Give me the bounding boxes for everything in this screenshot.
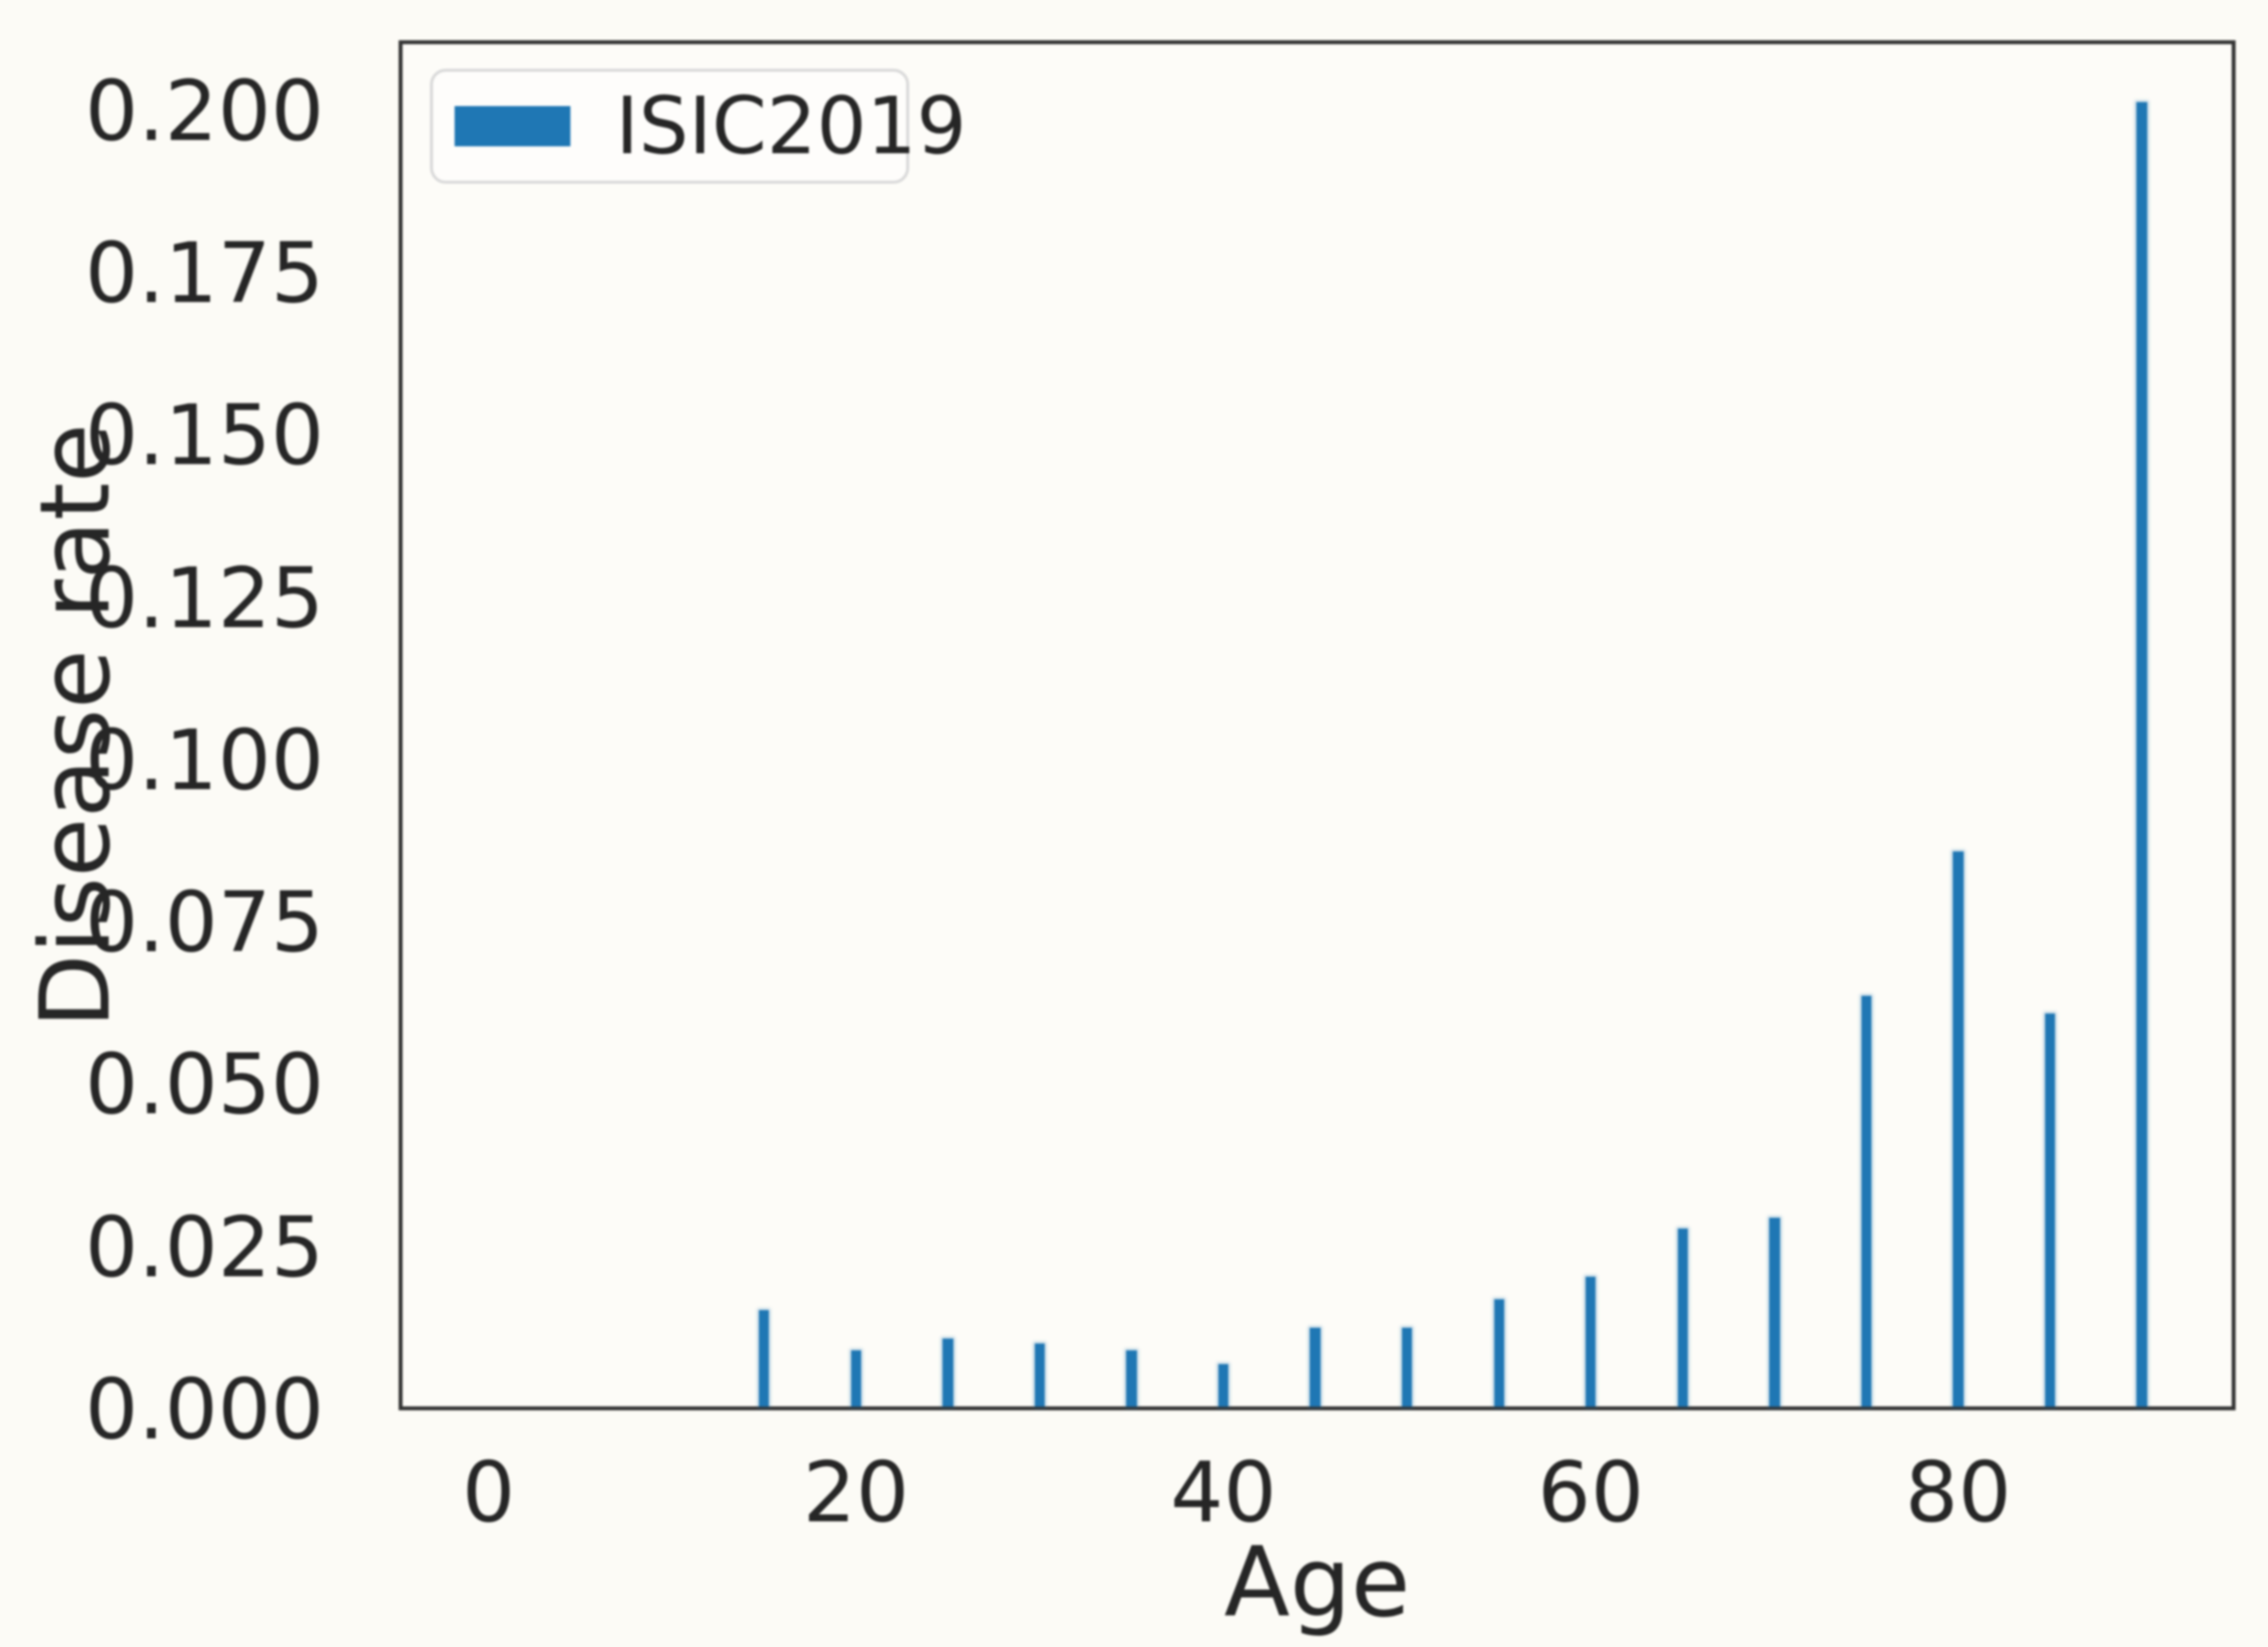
bar-age-45 xyxy=(1310,1328,1321,1406)
y-tick-label-0.150: 0.150 xyxy=(84,387,324,485)
y-axis-title: Disease rate xyxy=(20,423,133,1028)
y-tick-label-0.000: 0.000 xyxy=(84,1361,324,1459)
bar-age-30 xyxy=(1034,1343,1046,1406)
bar-age-90 xyxy=(2136,102,2147,1406)
y-tick-label-0.025: 0.025 xyxy=(84,1199,324,1297)
y-tick-label-0.075: 0.075 xyxy=(84,874,324,972)
y-tick-label-0.050: 0.050 xyxy=(84,1036,324,1134)
bar-age-70 xyxy=(1769,1218,1780,1406)
y-tick-label-0.100: 0.100 xyxy=(84,712,324,810)
bar-age-80 xyxy=(1953,851,1964,1406)
y-tick-label-0.125: 0.125 xyxy=(84,550,324,648)
y-tick-label-0.200: 0.200 xyxy=(84,63,324,161)
x-tick-label-60: 60 xyxy=(1538,1445,1645,1542)
bar-age-65 xyxy=(1677,1228,1688,1406)
bar-age-55 xyxy=(1493,1298,1504,1406)
legend-entry-label: ISIC2019 xyxy=(616,80,967,172)
x-tick-label-80: 80 xyxy=(1905,1445,2012,1542)
bar-age-60 xyxy=(1586,1276,1596,1406)
bar-age-75 xyxy=(1861,995,1872,1406)
x-tick-label-40: 40 xyxy=(1169,1445,1277,1542)
bar-age-20 xyxy=(850,1350,861,1406)
legend-color-swatch xyxy=(455,106,570,146)
bar-age-35 xyxy=(1126,1350,1137,1406)
legend: ISIC2019 xyxy=(430,69,966,184)
x-tick-label-20: 20 xyxy=(802,1445,909,1542)
x-axis-title: Age xyxy=(1223,1527,1411,1639)
bar-age-50 xyxy=(1402,1328,1413,1406)
y-tick-label-0.175: 0.175 xyxy=(84,225,324,323)
x-tick-label-0: 0 xyxy=(461,1445,515,1542)
bar-age-85 xyxy=(2044,1014,2056,1406)
bar-age-15 xyxy=(759,1310,770,1406)
plot-area xyxy=(399,40,2236,1410)
bar-age-40 xyxy=(1217,1364,1229,1406)
bar-age-25 xyxy=(943,1338,953,1406)
